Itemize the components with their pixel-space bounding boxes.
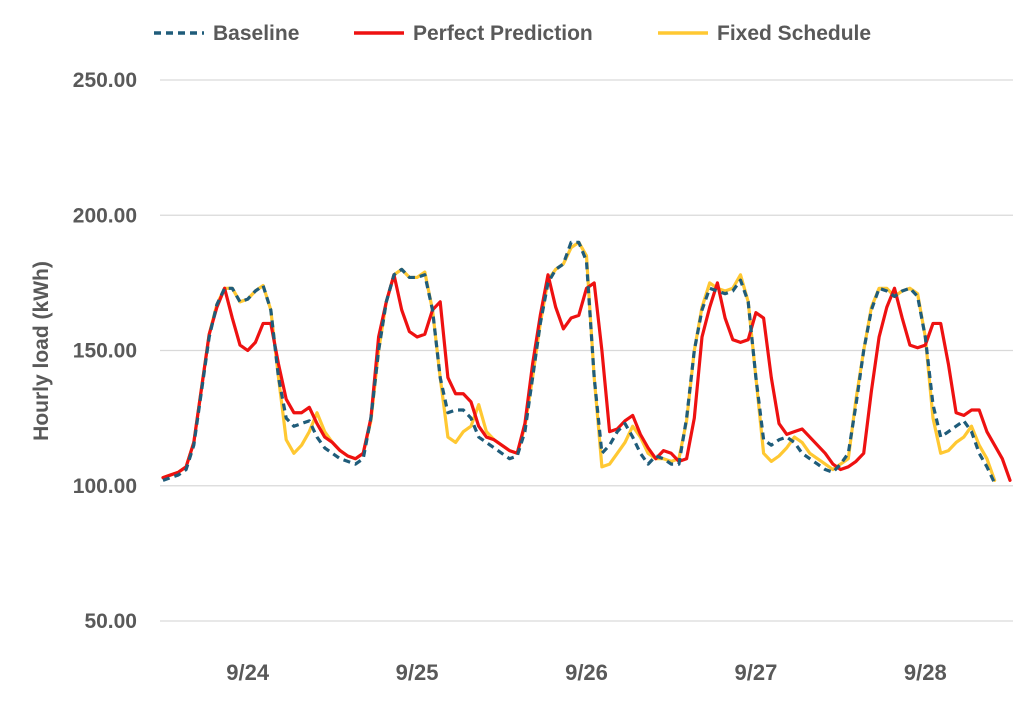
legend-label: Perfect Prediction	[413, 22, 593, 45]
series-line-baseline	[162, 240, 997, 484]
y-tick-label: 50.00	[84, 610, 137, 633]
legend: Baseline Perfect Prediction Fixed Schedule	[154, 22, 871, 45]
y-tick-label: 200.00	[73, 204, 137, 227]
series-lines	[161, 240, 1012, 484]
series-line-fixed-schedule	[161, 240, 997, 482]
legend-label: Baseline	[213, 22, 299, 45]
y-axis-ticks: 50.00 100.00 150.00 200.00 250.00	[73, 69, 137, 633]
x-tick-label: 9/27	[734, 660, 777, 685]
x-tick-label: 9/26	[565, 660, 608, 685]
x-tick-label: 9/25	[396, 660, 439, 685]
y-tick-label: 150.00	[73, 340, 137, 363]
legend-label: Fixed Schedule	[717, 22, 871, 45]
y-tick-label: 250.00	[73, 69, 137, 92]
x-tick-label: 9/28	[904, 660, 947, 685]
y-axis-title: Hourly load (kWh)	[30, 261, 53, 441]
x-tick-label: 9/24	[226, 660, 270, 685]
y-tick-label: 100.00	[73, 475, 137, 498]
series-line-perfect-prediction	[161, 273, 1012, 482]
x-axis-ticks: 9/24 9/25 9/26 9/27 9/28	[226, 660, 946, 685]
gridlines	[160, 79, 1013, 622]
